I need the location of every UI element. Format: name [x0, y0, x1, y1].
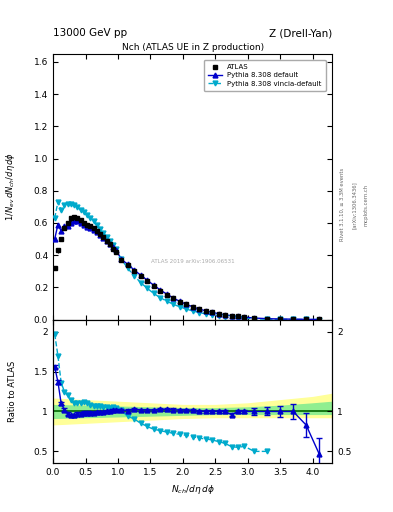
Y-axis label: Ratio to ATLAS: Ratio to ATLAS: [8, 361, 17, 422]
Y-axis label: $1/N_{ev}\,dN_{ch}/d\eta\,d\phi$: $1/N_{ev}\,dN_{ch}/d\eta\,d\phi$: [4, 152, 17, 221]
Title: Nch (ATLAS UE in Z production): Nch (ATLAS UE in Z production): [121, 42, 264, 52]
Text: ATLAS 2019 arXiv:1906.06531: ATLAS 2019 arXiv:1906.06531: [151, 259, 234, 264]
X-axis label: $N_{ch}/d\eta\,d\phi$: $N_{ch}/d\eta\,d\phi$: [171, 483, 215, 496]
Legend: ATLAS, Pythia 8.308 default, Pythia 8.308 vincia-default: ATLAS, Pythia 8.308 default, Pythia 8.30…: [204, 60, 326, 91]
Text: mcplots.cern.ch: mcplots.cern.ch: [364, 184, 369, 226]
Text: 13000 GeV pp: 13000 GeV pp: [53, 28, 127, 38]
Text: [arXiv:1306.3436]: [arXiv:1306.3436]: [352, 181, 357, 229]
Text: Rivet 3.1.10, ≥ 3.3M events: Rivet 3.1.10, ≥ 3.3M events: [340, 168, 345, 242]
Text: Z (Drell-Yan): Z (Drell-Yan): [269, 28, 332, 38]
